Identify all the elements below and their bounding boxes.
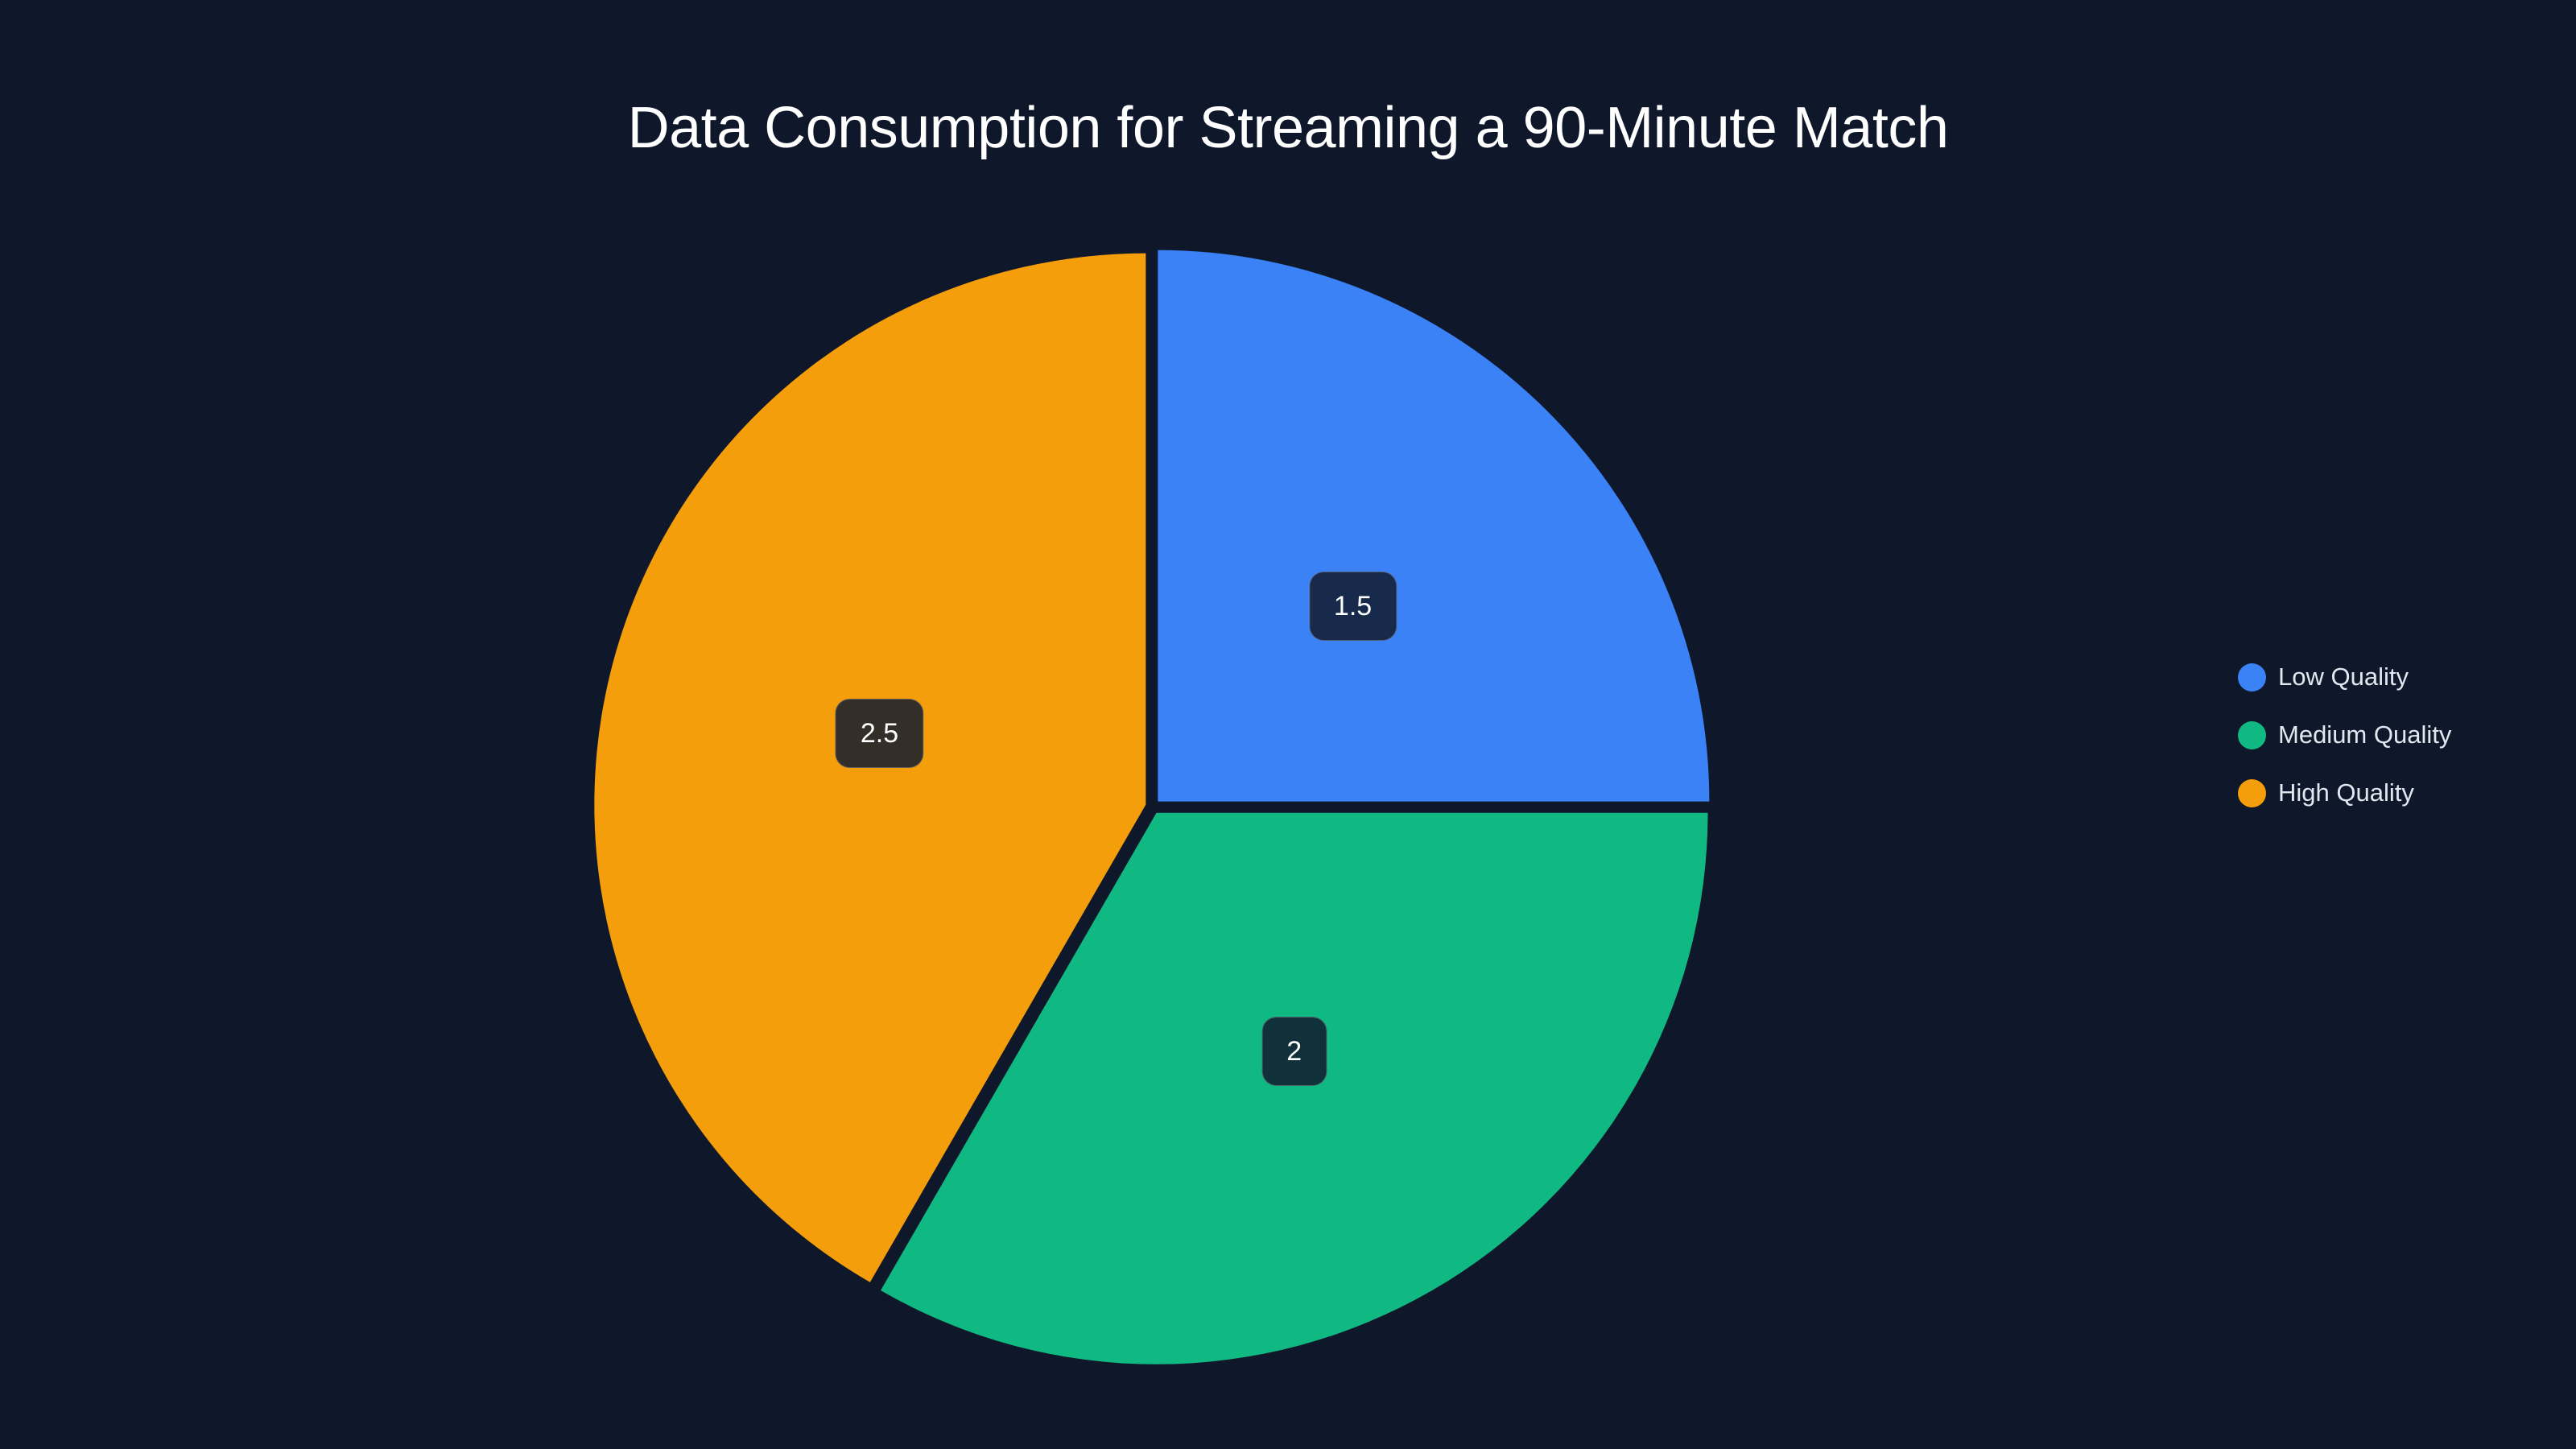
chart-title: Data Consumption for Streaming a 90-Minu… <box>627 96 1949 160</box>
legend-swatch-icon <box>2238 720 2266 749</box>
legend-swatch-icon <box>2238 778 2266 807</box>
data-label: 2.5 <box>835 699 924 769</box>
legend-item-low-quality[interactable]: Low Quality <box>2238 648 2451 706</box>
legend-item-medium-quality[interactable]: Medium Quality <box>2238 706 2451 764</box>
legend: Low Quality Medium Quality High Quality <box>2238 648 2451 822</box>
legend-label: Medium Quality <box>2278 720 2452 749</box>
legend-label: High Quality <box>2278 778 2414 807</box>
pie-slice-low-quality[interactable] <box>1158 250 1710 802</box>
pie-slices <box>594 250 1710 1364</box>
legend-label: Low Quality <box>2278 663 2409 691</box>
legend-item-high-quality[interactable]: High Quality <box>2238 764 2451 822</box>
legend-swatch-icon <box>2238 663 2266 691</box>
pie-slice-medium-quality[interactable] <box>881 812 1708 1364</box>
data-label: 1.5 <box>1308 572 1397 642</box>
data-label: 2 <box>1261 1017 1327 1087</box>
